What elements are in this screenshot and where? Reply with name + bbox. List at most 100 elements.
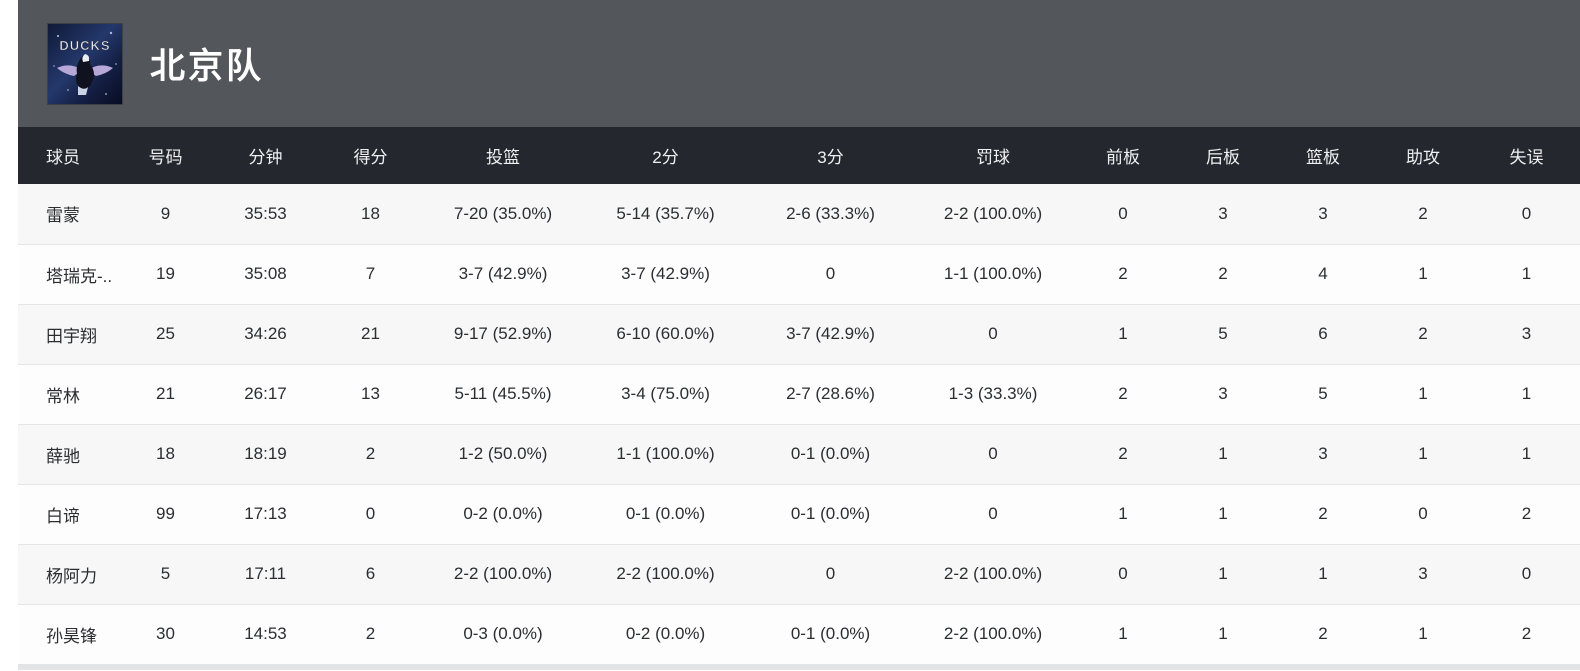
cell-tov: 1 <box>1521 384 1532 403</box>
cell-reb: 3 <box>1318 203 1328 223</box>
cell-three: 0-1 (0.0%) <box>790 444 871 463</box>
logo-left-wing <box>57 64 82 76</box>
cell-player: 薛驰 <box>46 446 80 466</box>
cell-oreb: 2 <box>1118 444 1128 463</box>
next-row-partial <box>18 664 1580 670</box>
logo-duck-tail <box>78 85 88 95</box>
cell-three: 2-6 (33.3%) <box>786 203 875 223</box>
cell-three: 0 <box>825 264 836 283</box>
cell-minutes: 14:53 <box>244 624 287 644</box>
column-header-number: 号码 <box>148 148 183 167</box>
cell-three: 0 <box>825 564 836 583</box>
cell-minutes: 17:11 <box>244 564 287 583</box>
cell-three: 2-7 (28.6%) <box>786 384 875 403</box>
logo-duck-head <box>82 53 90 62</box>
cell-ft: 0 <box>988 324 998 343</box>
cell-tov: 3 <box>1521 324 1532 343</box>
left-gutter <box>0 0 18 671</box>
cell-reb: 6 <box>1318 324 1328 343</box>
cell-oreb: 2 <box>1118 264 1128 283</box>
cell-ast: 1 <box>1418 444 1428 463</box>
cell-dreb: 1 <box>1218 504 1228 523</box>
column-header-three: 3分 <box>817 148 844 167</box>
cell-dreb: 3 <box>1218 203 1228 223</box>
cell-minutes: 26:17 <box>244 384 287 403</box>
cell-dreb: 1 <box>1218 564 1228 583</box>
cell-three: 0-1 (0.0%) <box>790 624 871 644</box>
cell-reb: 2 <box>1318 504 1328 523</box>
cell-ast: 3 <box>1418 564 1428 583</box>
table-row: 薛驰 18 18:19 2 1-2 (50.0%) 1-1 (100.0%) 0-1 (0.… <box>18 424 1580 484</box>
team-name: 北京队 <box>150 47 265 86</box>
cell-points: 21 <box>361 324 380 343</box>
cell-two: 5-14 (35.7%) <box>616 203 715 223</box>
cell-ast: 1 <box>1418 384 1428 403</box>
table-row: 白谛 99 17:13 0 0-2 (0.0%) 0-1 (0.0%) 0-1 (0.0%)… <box>18 484 1580 544</box>
cell-points: 7 <box>365 264 376 283</box>
column-header-tov: 失误 <box>1509 148 1544 167</box>
cell-oreb: 1 <box>1118 504 1128 523</box>
cell-player: 常林 <box>46 386 80 406</box>
table-row: 孙昊锋 30 14:53 2 0-3 (0.0%) 0-2 (0.0%) 0-1 (0.0%… <box>18 604 1580 664</box>
cell-fg: 9-17 (52.9%) <box>453 324 553 343</box>
cell-tov: 1 <box>1521 264 1532 283</box>
logo-right-wing <box>88 64 113 76</box>
cell-ast: 2 <box>1418 324 1428 343</box>
cell-ft: 0 <box>988 504 998 523</box>
cell-dreb: 1 <box>1218 444 1228 463</box>
cell-ft: 1-3 (33.3%) <box>948 384 1038 403</box>
team-logo-image: DUCKS <box>48 23 122 104</box>
cell-reb: 5 <box>1318 384 1328 403</box>
cell-tov: 2 <box>1521 624 1532 644</box>
cell-reb: 2 <box>1318 624 1328 644</box>
cell-ast: 1 <box>1418 264 1428 283</box>
cell-points: 13 <box>361 384 380 403</box>
player-stats-table: 球员 号码 分钟 得分 投篮 2分 3分 罚球 前板 后板 篮板 助攻 失误 雷蒙 9 35:53 18 7-2… <box>18 127 1580 664</box>
cell-oreb: 1 <box>1118 324 1128 343</box>
logo-wordmark: DUCKS <box>59 38 110 53</box>
cell-number: 99 <box>156 504 175 523</box>
column-header-dreb: 后板 <box>1206 148 1240 167</box>
cell-number: 5 <box>160 564 171 583</box>
cell-player: 白谛 <box>46 506 80 526</box>
cell-player: 杨阿力 <box>46 566 97 586</box>
cell-fg: 0-2 (0.0%) <box>463 504 543 523</box>
column-header-minutes: 分钟 <box>248 148 283 167</box>
table-row: 田宇翔 25 34:26 21 9-17 (52.9%) 6-10 (60.0%) 3-7 … <box>18 304 1580 364</box>
cell-ast: 2 <box>1418 203 1428 223</box>
cell-player: 田宇翔 <box>46 326 97 346</box>
cell-reb: 4 <box>1318 264 1328 283</box>
table-row: 常林 21 26:17 13 5-11 (45.5%) 3-4 (75.0%) 2-7 (2… <box>18 364 1580 424</box>
content: DUCKS 北京队 球员 号码 分钟 得分 投篮 2分 3分 罚球 前板 后板 篮板 助攻 失误 <box>18 0 1580 670</box>
cell-ast: 1 <box>1418 624 1428 644</box>
cell-tov: 2 <box>1521 504 1532 523</box>
cell-tov: 1 <box>1521 444 1532 463</box>
cell-oreb: 0 <box>1118 564 1128 583</box>
cell-two: 2-2 (100.0%) <box>616 564 715 583</box>
table-header: 球员 号码 分钟 得分 投篮 2分 3分 罚球 前板 后板 篮板 助攻 失误 <box>18 127 1580 184</box>
cell-player: 孙昊锋 <box>46 626 97 646</box>
cell-number: 9 <box>160 203 171 223</box>
cell-reb: 1 <box>1318 564 1328 583</box>
cell-fg: 0-3 (0.0%) <box>463 624 543 644</box>
cell-fg: 5-11 (45.5%) <box>454 384 552 403</box>
logo-duck-silhouette <box>76 53 94 90</box>
cell-two: 3-4 (75.0%) <box>621 384 710 403</box>
column-header-ft: 罚球 <box>976 148 1010 167</box>
cell-two: 1-1 (100.0%) <box>616 444 715 463</box>
cell-number: 18 <box>156 444 175 463</box>
cell-ft: 2-2 (100.0%) <box>943 203 1043 223</box>
cell-player: 塔瑞克-.. <box>46 266 113 286</box>
cell-minutes: 17:13 <box>244 504 287 523</box>
cell-two: 0-1 (0.0%) <box>625 504 706 523</box>
cell-minutes: 35:53 <box>244 203 287 223</box>
cell-two: 6-10 (60.0%) <box>616 324 715 343</box>
cell-fg: 3-7 (42.9%) <box>458 264 548 283</box>
cell-number: 21 <box>156 384 175 403</box>
cell-three: 0-1 (0.0%) <box>790 504 871 523</box>
column-header-reb: 篮板 <box>1306 148 1340 167</box>
cell-points: 0 <box>365 504 376 523</box>
cell-number: 25 <box>156 324 175 343</box>
cell-tov: 0 <box>1521 564 1532 583</box>
